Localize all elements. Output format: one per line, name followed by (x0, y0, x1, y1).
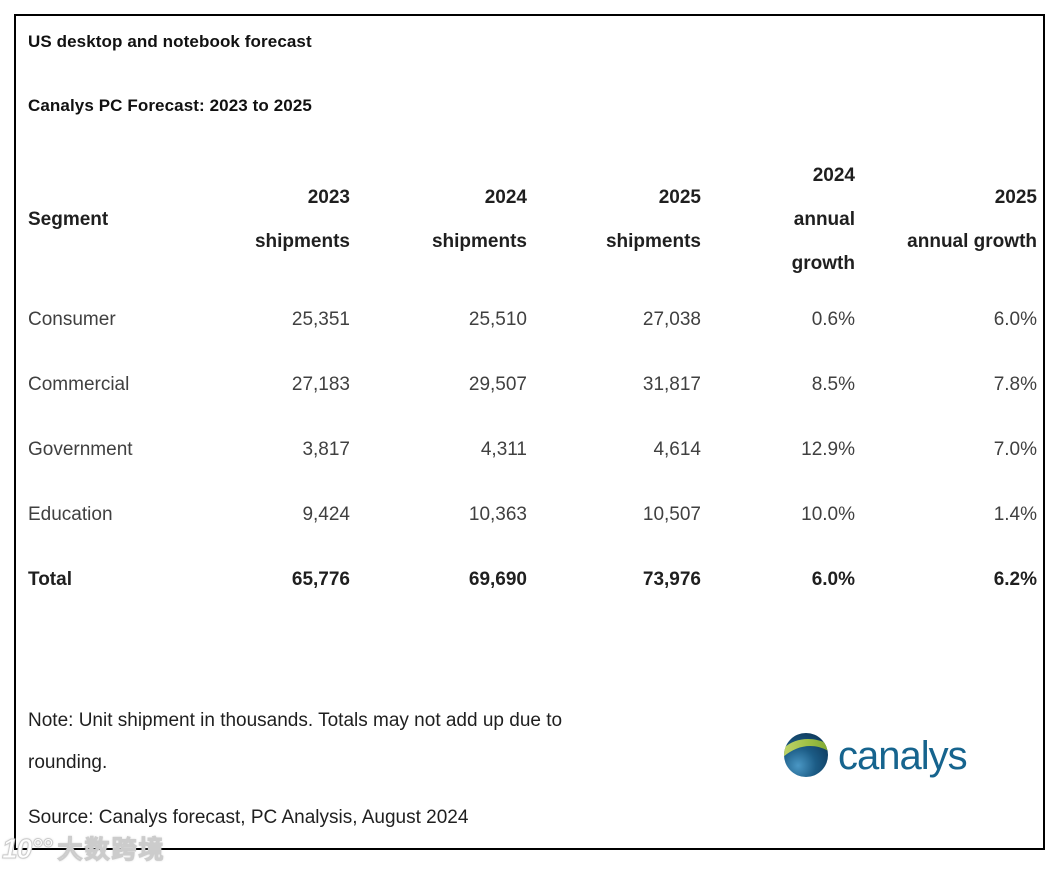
cell-2025-shipments: 73,976 (642, 569, 701, 590)
footnote: Note: Unit shipment in thousands. Totals… (28, 710, 563, 773)
cell-2024-annual-growth: 10.0% (801, 504, 855, 525)
cell-2025-annual-growth: 1.4% (993, 504, 1037, 525)
cell-2023-shipments: 3,817 (302, 439, 350, 460)
forecast-table: Segment 2023 shipments 2024 shipments 20… (16, 152, 1043, 612)
cell-2024-annual-growth: 12.9% (801, 439, 855, 460)
cell-2025-shipments: 10,507 (642, 504, 701, 525)
col-header-2023-shipments: 2023 shipments (254, 186, 350, 252)
cell-2023-shipments: 9,424 (302, 504, 350, 525)
cell-2025-annual-growth: 7.8% (993, 374, 1037, 395)
cell-2023-shipments: 65,776 (291, 569, 350, 590)
page-subtitle: Canalys PC Forecast: 2023 to 2025 (28, 96, 312, 115)
col-header-2025-annual-growth: 2025 annual growth (907, 186, 1037, 252)
table-row: Consumer 25,351 25,510 27,038 0.6% 6.0% (16, 287, 1043, 352)
table-row-total: Total 65,776 69,690 73,976 6.0% 6.2% (16, 547, 1043, 612)
table-row: Government 3,817 4,311 4,614 12.9% 7.0% (16, 417, 1043, 482)
cell-2024-annual-growth: 0.6% (811, 309, 855, 330)
cell-2024-shipments: 29,507 (468, 374, 527, 395)
source-line: Source: Canalys forecast, PC Analysis, A… (28, 807, 469, 828)
cell-segment: Consumer (28, 309, 116, 330)
canalys-globe-icon (783, 732, 829, 783)
table-row: Education 9,424 10,363 10,507 10.0% 1.4% (16, 482, 1043, 547)
cell-2025-annual-growth: 6.0% (993, 309, 1037, 330)
cell-segment: Government (28, 439, 133, 460)
watermark-logo-icon: 10°° (2, 833, 54, 865)
col-header-2024-annual-growth: 2024 annual growth (791, 164, 855, 274)
cell-2025-shipments: 4,614 (653, 439, 701, 460)
col-header-segment: Segment (28, 208, 109, 230)
col-header-2025-shipments: 2025 shipments (605, 186, 701, 252)
cell-2025-shipments: 31,817 (642, 374, 701, 395)
watermark: 10°° 大数跨境 (2, 830, 166, 866)
cell-2023-shipments: 27,183 (291, 374, 350, 395)
cell-2025-annual-growth: 7.0% (993, 439, 1037, 460)
table-row: Commercial 27,183 29,507 31,817 8.5% 7.8… (16, 352, 1043, 417)
cell-2024-annual-growth: 8.5% (811, 374, 855, 395)
watermark-text: 大数跨境 (57, 836, 166, 865)
cell-2024-shipments: 4,311 (480, 439, 527, 460)
page-title: US desktop and notebook forecast (28, 32, 312, 51)
cell-segment: Commercial (28, 374, 130, 395)
cell-2025-annual-growth: 6.2% (993, 569, 1037, 590)
cell-segment: Total (28, 569, 72, 590)
forecast-card: US desktop and notebook forecast Canalys… (14, 14, 1045, 850)
table-header-row: Segment 2023 shipments 2024 shipments 20… (16, 152, 1043, 287)
canalys-logo: canalys (783, 732, 968, 783)
cell-2025-shipments: 27,038 (642, 309, 701, 330)
canalys-wordmark: canalys (838, 733, 968, 778)
cell-2023-shipments: 25,351 (291, 309, 350, 330)
cell-2024-shipments: 25,510 (468, 309, 527, 330)
cell-2024-shipments: 10,363 (468, 504, 527, 525)
col-header-2024-shipments: 2024 shipments (431, 186, 527, 252)
cell-2024-annual-growth: 6.0% (811, 569, 855, 590)
cell-segment: Education (28, 504, 113, 525)
cell-2024-shipments: 69,690 (468, 569, 527, 590)
